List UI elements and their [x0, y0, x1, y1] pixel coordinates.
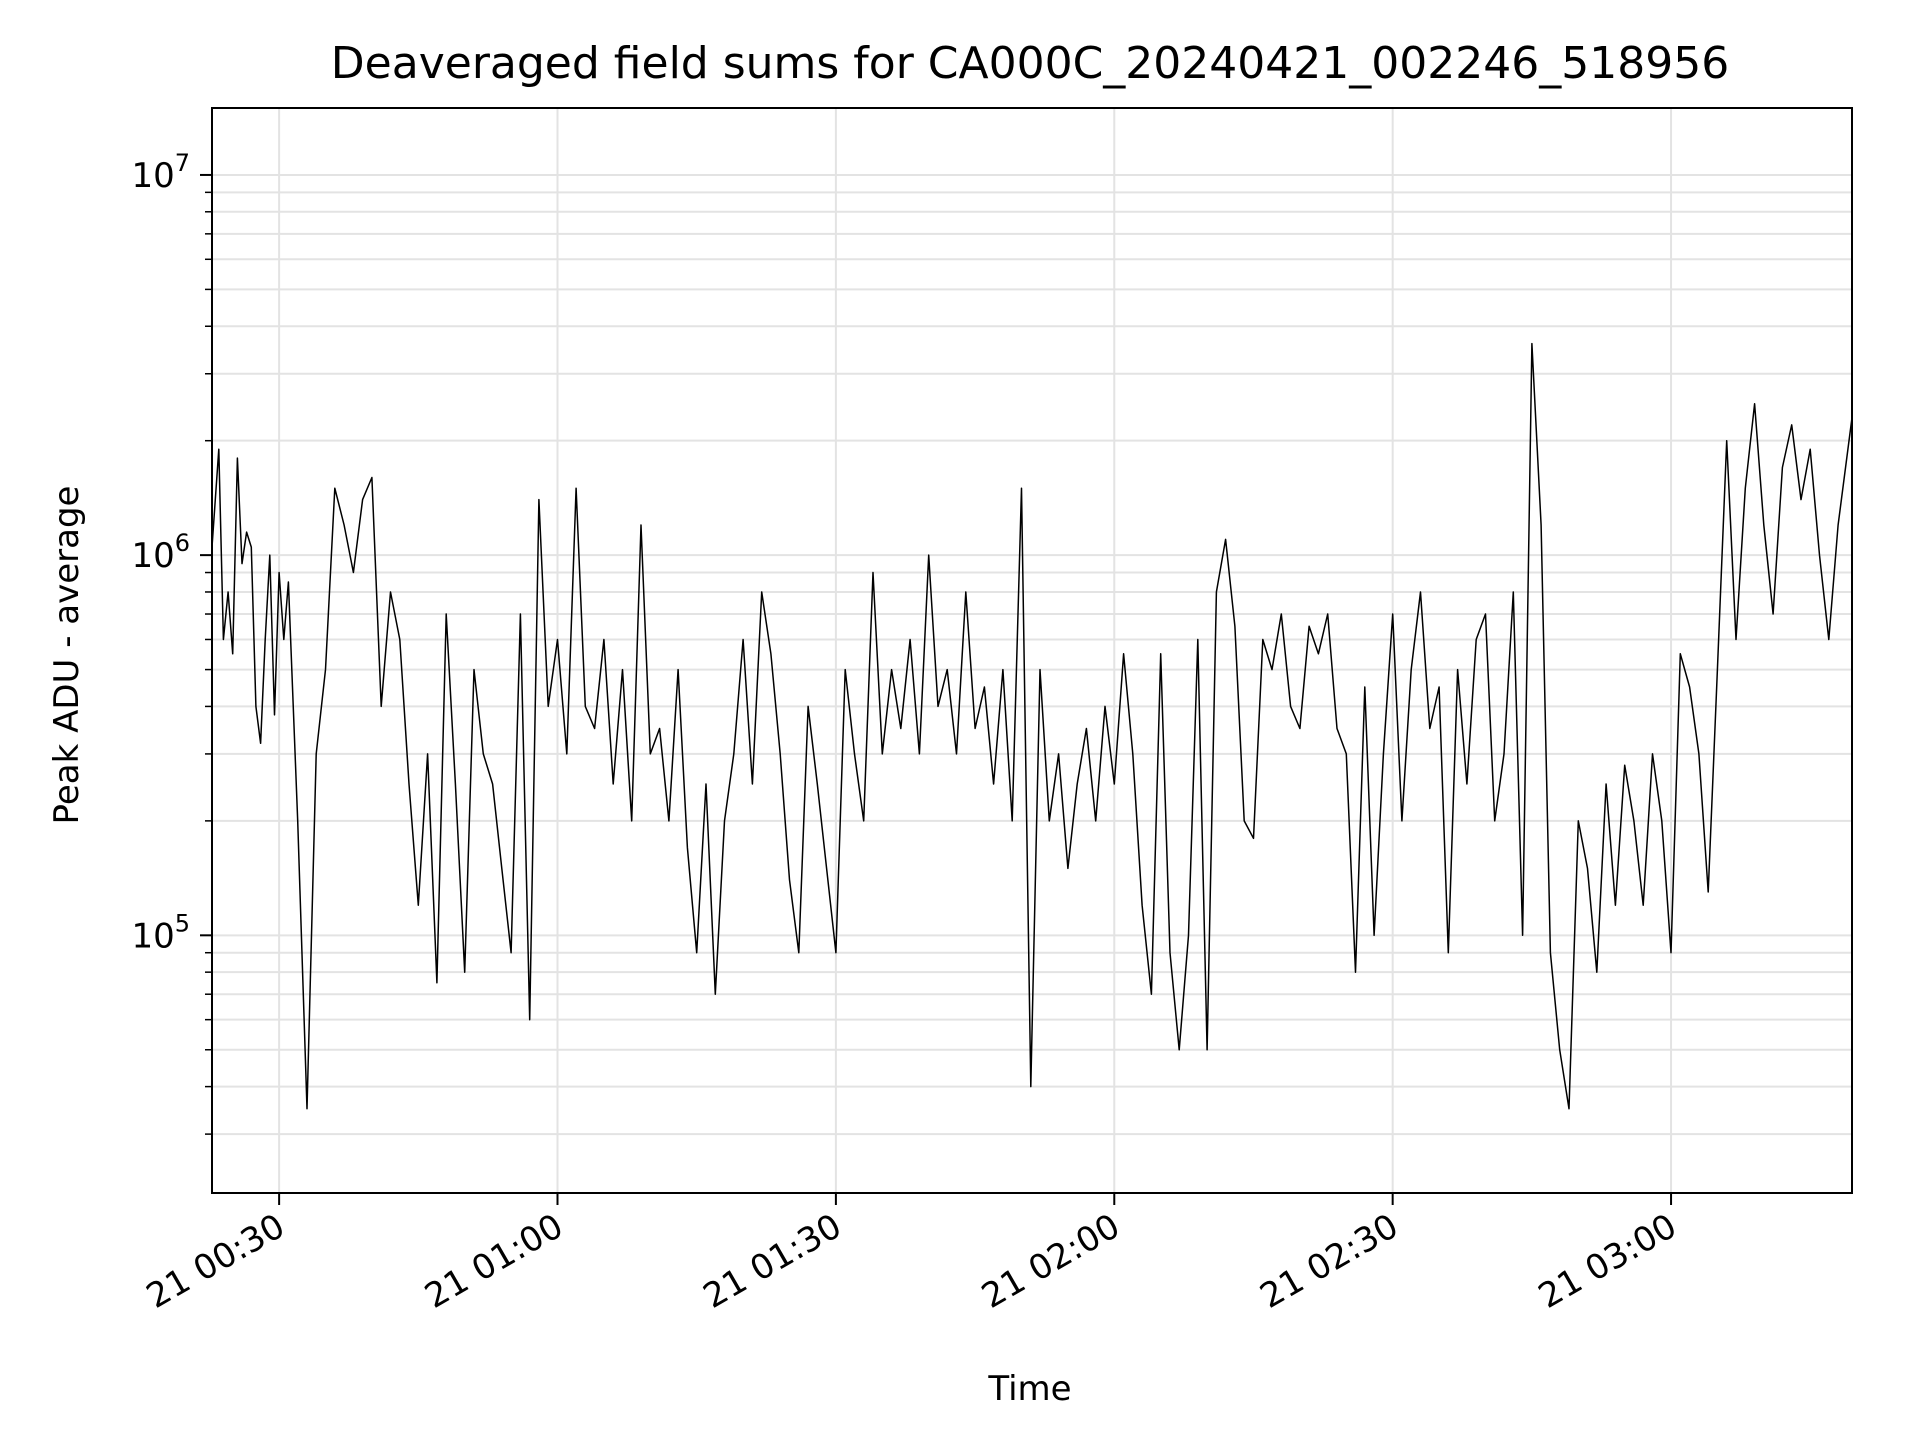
y-tick-label: 106 — [131, 529, 190, 576]
series-group — [211, 342, 1853, 1110]
grid — [212, 108, 1852, 1193]
chart-title: Deaveraged field sums for CA000C_2024042… — [331, 38, 1729, 89]
y-axis-label: Peak ADU - average — [47, 486, 87, 825]
y-tick-label: 105 — [131, 909, 190, 956]
y-axis: 105 106 107 — [131, 149, 212, 1135]
x-axis-label: Time — [987, 1369, 1071, 1409]
series-line — [211, 342, 1853, 1110]
y-tick-label: 107 — [131, 149, 190, 196]
plot-frame — [211, 107, 1853, 1194]
